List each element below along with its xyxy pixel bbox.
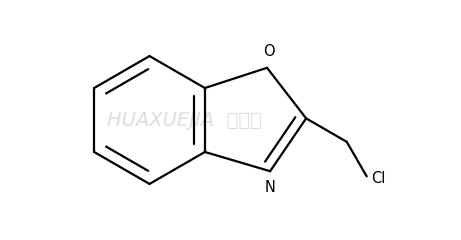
- Text: HUAXUEJIA  化学加: HUAXUEJIA 化学加: [107, 110, 262, 130]
- Text: Cl: Cl: [371, 171, 385, 186]
- Text: O: O: [263, 44, 275, 59]
- Text: N: N: [265, 180, 276, 195]
